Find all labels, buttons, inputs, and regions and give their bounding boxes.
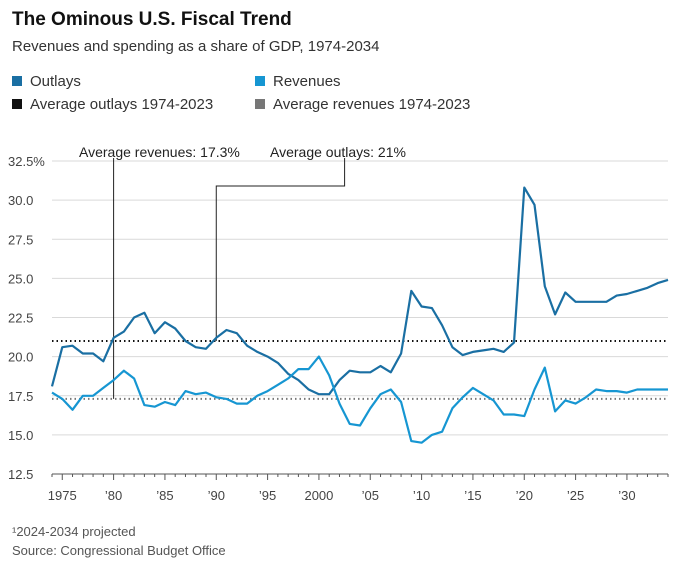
y-tick-label: 32.5% (8, 154, 45, 169)
legend-swatch-avg-outlays (12, 99, 22, 109)
reference-lines (52, 339, 668, 400)
chart-subtitle: Revenues and spending as a share of GDP,… (12, 38, 380, 55)
annotations: Average revenues: 17.3% Average outlays:… (79, 144, 406, 399)
x-tick-label: ’25 (567, 488, 584, 503)
chart-title: The Ominous U.S. Fiscal Trend (12, 9, 292, 30)
y-tick-label: 17.5 (8, 389, 33, 404)
x-tick-label: ’15 (464, 488, 481, 503)
series-line-revenues (51, 355, 668, 444)
y-tick-label: 30.0 (8, 193, 33, 208)
legend-label-outlays: Outlays (30, 73, 81, 90)
y-tick-label: 22.5 (8, 311, 33, 326)
x-tick-label: ’85 (156, 488, 173, 503)
legend-swatch-revenues (255, 76, 265, 86)
legend-label-revenues: Revenues (273, 73, 341, 90)
annotation-average-revenues: Average revenues: 17.3% (79, 144, 240, 160)
legend-swatch-avg-revenues (255, 99, 265, 109)
y-tick-label: 12.5 (8, 467, 33, 482)
x-axis: 1975 ’80 ’85 ’90 ’95 2000 ’05 ’10 ’15 ’20 ’25 ’30 (48, 473, 669, 503)
line-chart: Average revenues: 17.3% Average outlays:… (8, 144, 669, 503)
x-tick-label: ’30 (618, 488, 635, 503)
footnote: ¹2024-2034 projected (12, 524, 136, 539)
legend-item-avg-revenues: Average revenues 1974-2023 (255, 96, 470, 113)
y-axis: 12.5 15.0 17.5 20.0 22.5 25.0 27.5 30.0 32.5% (8, 154, 45, 482)
x-tick-label: 1975 (48, 488, 77, 503)
x-tick-label: ’80 (105, 488, 122, 503)
series-lines (50, 186, 669, 444)
x-tick-label: ’95 (259, 488, 276, 503)
y-tick-label: 27.5 (8, 232, 33, 247)
legend-item-avg-outlays: Average outlays 1974-2023 (12, 96, 213, 113)
legend-item-outlays: Outlays (12, 73, 81, 90)
y-tick-label: 20.0 (8, 350, 33, 365)
legend-label-avg-outlays: Average outlays 1974-2023 (30, 96, 214, 113)
x-tick-label: ’10 (413, 488, 430, 503)
legend-label-avg-revenues: Average revenues 1974-2023 (273, 96, 471, 113)
source-note: Source: Congressional Budget Office (12, 543, 226, 558)
annotation-leader-outlays (215, 158, 346, 341)
legend-swatch-outlays (12, 76, 22, 86)
x-tick-label: ’05 (362, 488, 379, 503)
x-tick-label: ’90 (208, 488, 225, 503)
legend-item-revenues: Revenues (255, 73, 341, 90)
x-tick-label: 2000 (304, 488, 333, 503)
y-tick-label: 15.0 (8, 428, 33, 443)
x-tick-label: ’20 (516, 488, 533, 503)
grid-lines (52, 160, 668, 475)
chart-legend: Outlays Revenues Average outlays 1974-20… (12, 73, 672, 117)
series-line-outlays (50, 186, 669, 396)
annotation-average-outlays: Average outlays: 21% (270, 144, 406, 160)
y-tick-label: 25.0 (8, 271, 33, 286)
